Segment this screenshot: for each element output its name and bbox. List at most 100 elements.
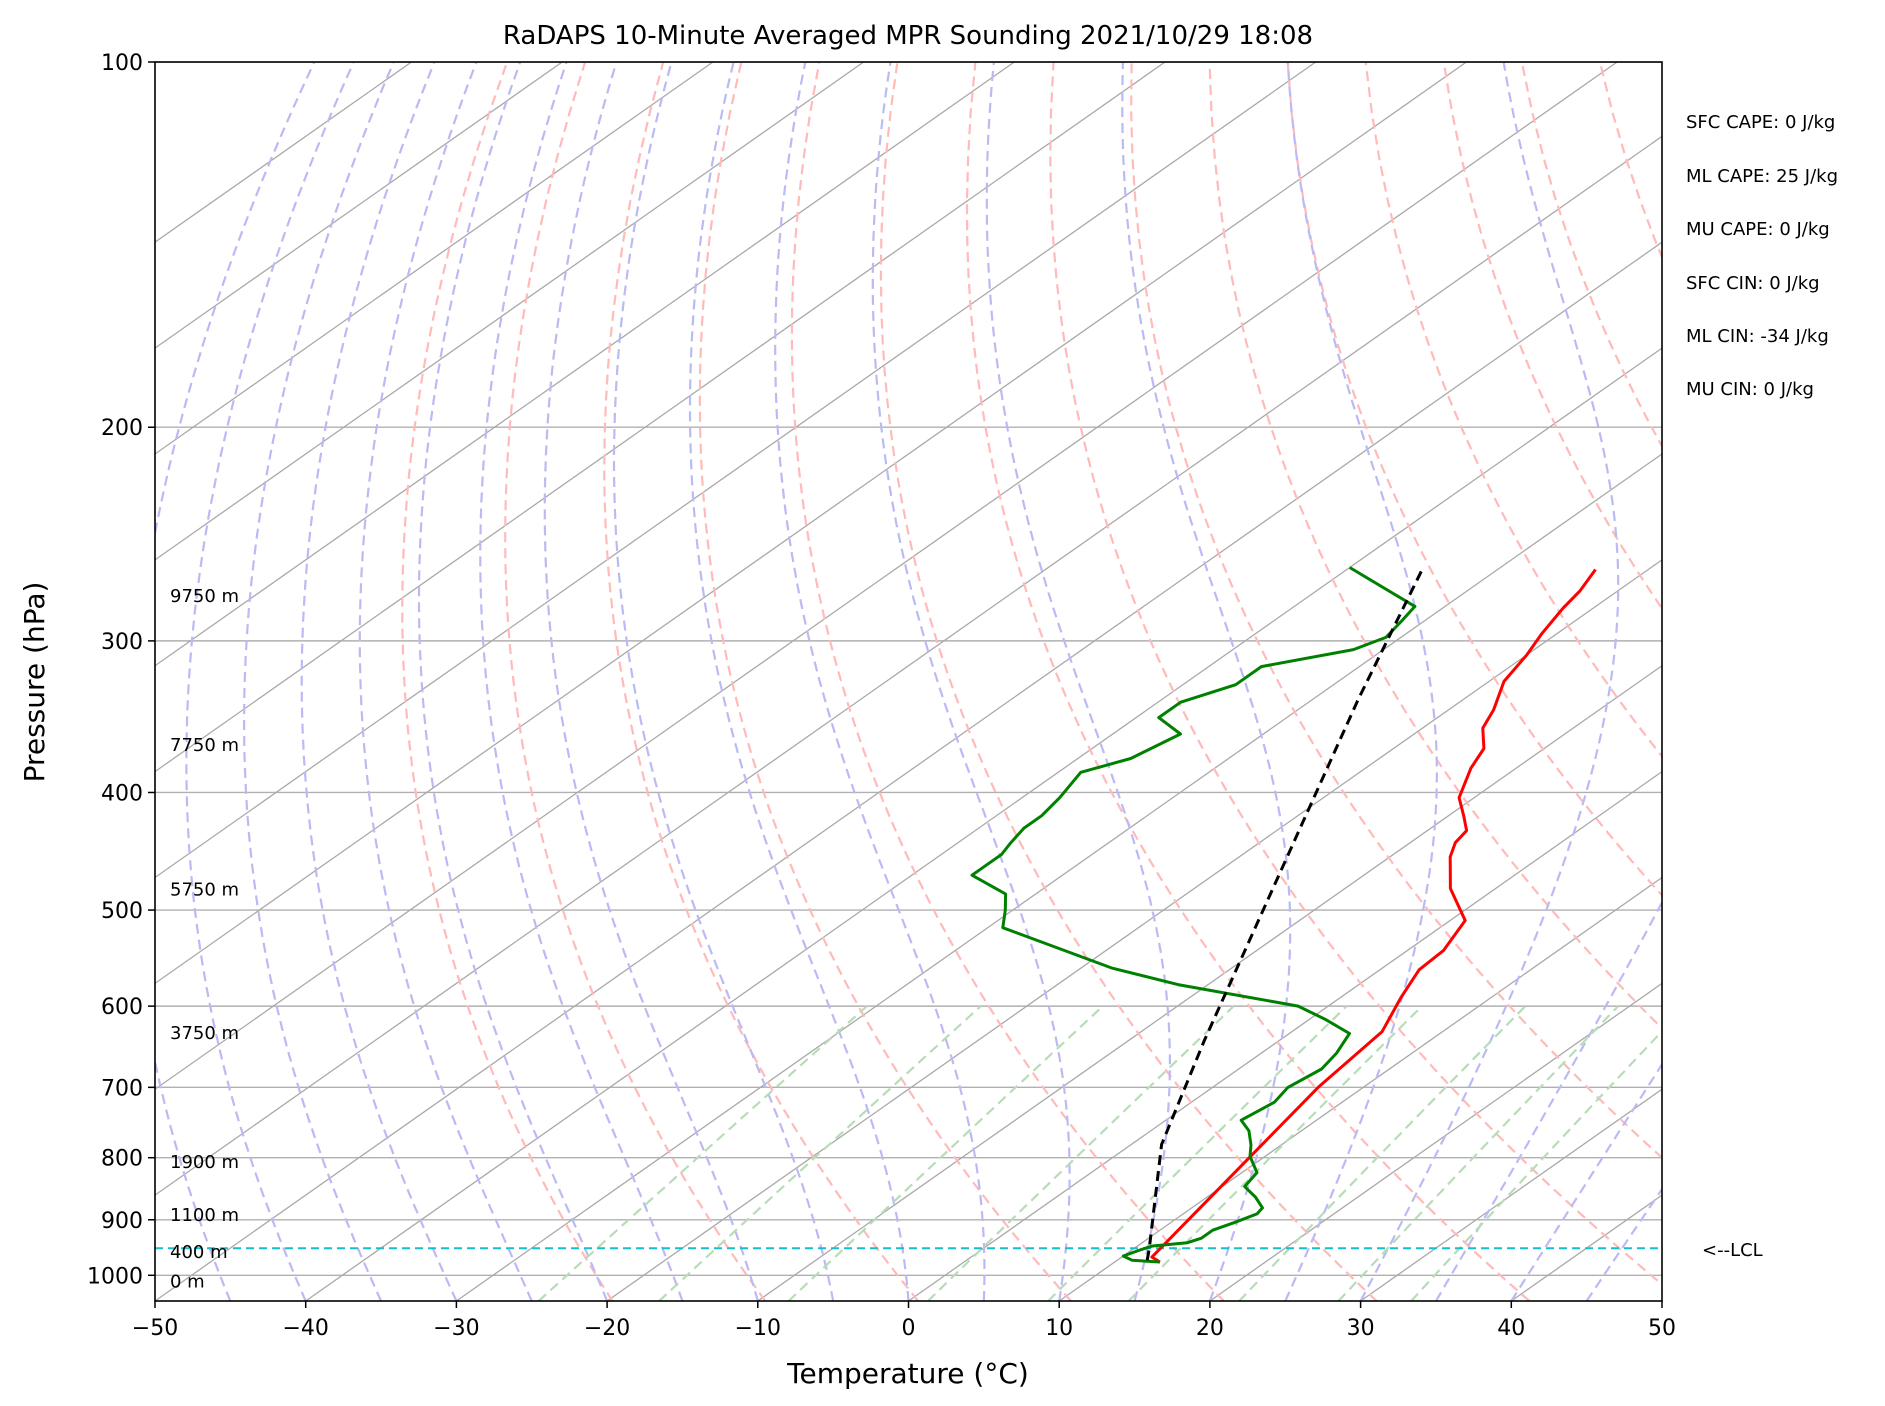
mixing-ratio-line [927, 1005, 1235, 1301]
ml-cape-annotation: ML CAPE: 25 J/kg [1686, 166, 1838, 187]
x-tick-label: 30 [1347, 1316, 1375, 1341]
cape-cin-annotations: SFC CAPE: 0 J/kg ML CAPE: 25 J/kg MU CAP… [1686, 112, 1838, 400]
dry-adiabat [1364, 62, 1662, 759]
x-tick-label: 0 [902, 1316, 916, 1341]
mu-cape-annotation: MU CAPE: 0 J/kg [1686, 219, 1830, 240]
mixing-ratio-line [658, 1005, 982, 1301]
mixing-ratio-line [1047, 1005, 1348, 1301]
dry-adiabat [401, 62, 614, 1301]
y-axis-ticks: 100 200 300 400 500 600 700 800 900 1000 [87, 51, 155, 1289]
moist-adiabat [1435, 900, 1662, 1301]
mixing-ratio-line [1127, 1005, 1423, 1301]
chart-title: RaDAPS 10-Minute Averaged MPR Sounding 2… [503, 21, 1313, 51]
moist-adiabat [243, 62, 395, 1301]
isotherm-line [908, 770, 1662, 1301]
moist-adiabat [1284, 62, 1439, 1301]
dry-adiabat [603, 62, 919, 1301]
x-tick-label: −20 [584, 1316, 630, 1341]
moist-adiabat [1121, 62, 1292, 1301]
x-tick-label: 10 [1045, 1316, 1073, 1341]
y-tick-label: 300 [101, 630, 143, 655]
height-label: 3750 m [170, 1023, 239, 1044]
moist-adiabat [543, 62, 759, 1301]
y-axis-label: Pressure (hPa) [18, 582, 51, 783]
lcl-label: <--LCL [1702, 1240, 1763, 1261]
moist-adiabat [985, 62, 1171, 1301]
temperature-trace [1150, 568, 1597, 1264]
height-label: 5750 m [170, 880, 239, 901]
x-tick-label: −50 [132, 1316, 178, 1341]
x-tick-label: 40 [1497, 1316, 1525, 1341]
mixing-ratio-line [1410, 1029, 1662, 1301]
height-label: 9750 m [170, 586, 239, 607]
moist-adiabat [1585, 1187, 1662, 1301]
moist-adiabat [417, 62, 609, 1301]
x-tick-label: 20 [1196, 1316, 1224, 1341]
y-tick-label: 100 [101, 51, 143, 76]
isotherm-line [1661, 1300, 1662, 1301]
y-tick-label: 900 [101, 1209, 143, 1234]
mixing-ratio-line [1337, 1005, 1619, 1301]
y-tick-label: 800 [101, 1147, 143, 1172]
dry-adiabat [1130, 62, 1662, 1160]
moist-adiabat [688, 62, 910, 1301]
isotherm-line [155, 62, 1166, 773]
mixing-ratio-line [1238, 1005, 1527, 1301]
moist-adiabat [774, 62, 986, 1301]
isotherm-line [155, 62, 563, 349]
dry-adiabat [790, 62, 1225, 1301]
isotherm-line [155, 62, 865, 561]
x-tick-label: 50 [1648, 1316, 1676, 1341]
x-tick-label: −30 [433, 1316, 479, 1341]
dry-adiabat [1208, 62, 1662, 1030]
isotherm-line [155, 62, 1467, 985]
isotherm-line [155, 62, 412, 244]
y-tick-label: 200 [101, 416, 143, 441]
x-axis-label: Temperature (°C) [786, 1357, 1029, 1390]
isotherm-line [606, 559, 1662, 1301]
y-tick-label: 400 [101, 781, 143, 806]
dry-adiabat [965, 62, 1531, 1301]
moist-adiabat [612, 62, 835, 1301]
height-label: 1100 m [170, 1205, 239, 1226]
height-labels: 0 m 400 m 1100 m 1900 m 3750 m 5750 m 7750 m 97… [170, 586, 239, 1292]
isotherm-line [1510, 1194, 1662, 1301]
height-label: 1900 m [170, 1152, 239, 1173]
isotherm-line [1813, 62, 1885, 1301]
x-tick-label: −40 [282, 1316, 328, 1341]
y-tick-label: 700 [101, 1076, 143, 1101]
moist-adiabat [300, 62, 458, 1301]
isotherm-line [155, 135, 1662, 1196]
isotherm-line [1360, 1088, 1662, 1301]
isotherm-line [155, 62, 1317, 879]
mu-cin-annotation: MU CIN: 0 J/kg [1686, 379, 1814, 400]
sounding-traces [970, 566, 1597, 1264]
dry-adiabat [1442, 62, 1662, 611]
dry-adiabat [1834, 62, 1885, 1301]
sfc-cin-annotation: SFC CIN: 0 J/kg [1686, 273, 1820, 294]
isotherm-line [1058, 876, 1662, 1301]
dewpoint-trace [970, 566, 1417, 1264]
y-tick-label: 1000 [87, 1264, 143, 1289]
isotherm-line [155, 62, 1618, 1091]
dry-adiabat [879, 62, 1378, 1301]
parcel-trace [1145, 568, 1424, 1261]
dry-adiabat [504, 62, 767, 1301]
moist-adiabat [871, 62, 1071, 1301]
height-label: 0 m [170, 1272, 205, 1293]
isotherm-line [456, 453, 1662, 1301]
x-tick-label: −10 [735, 1316, 781, 1341]
sfc-cape-annotation: SFC CAPE: 0 J/kg [1686, 112, 1835, 133]
dry-adiabat [1286, 62, 1662, 897]
isotherm-line [155, 241, 1662, 1301]
plot-frame [154, 61, 1663, 1302]
isotherm-line [155, 62, 1015, 667]
dry-adiabat [1520, 62, 1662, 449]
dry-adiabat [698, 62, 1072, 1301]
y-tick-label: 500 [101, 899, 143, 924]
moist-adiabat [358, 62, 533, 1301]
moist-adiabat [1510, 1062, 1662, 1301]
x-axis-ticks: −50 −40 −30 −20 −10 0 10 20 30 40 50 [132, 1301, 1676, 1341]
ml-cin-annotation: ML CIN: -34 J/kg [1686, 326, 1829, 347]
